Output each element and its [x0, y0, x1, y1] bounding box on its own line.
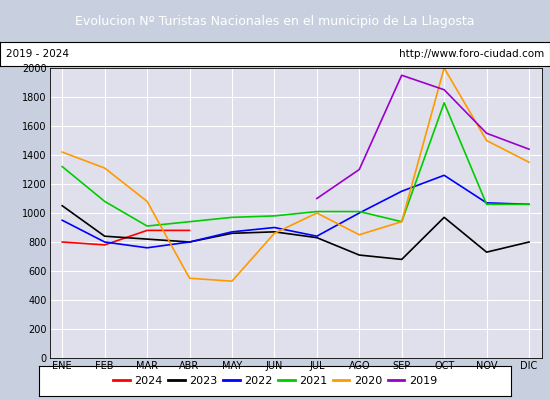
- Legend: 2024, 2023, 2022, 2021, 2020, 2019: 2024, 2023, 2022, 2021, 2020, 2019: [108, 372, 442, 390]
- Text: http://www.foro-ciudad.com: http://www.foro-ciudad.com: [399, 49, 544, 59]
- Text: 2019 - 2024: 2019 - 2024: [6, 49, 69, 59]
- Text: Evolucion Nº Turistas Nacionales en el municipio de La Llagosta: Evolucion Nº Turistas Nacionales en el m…: [75, 14, 475, 28]
